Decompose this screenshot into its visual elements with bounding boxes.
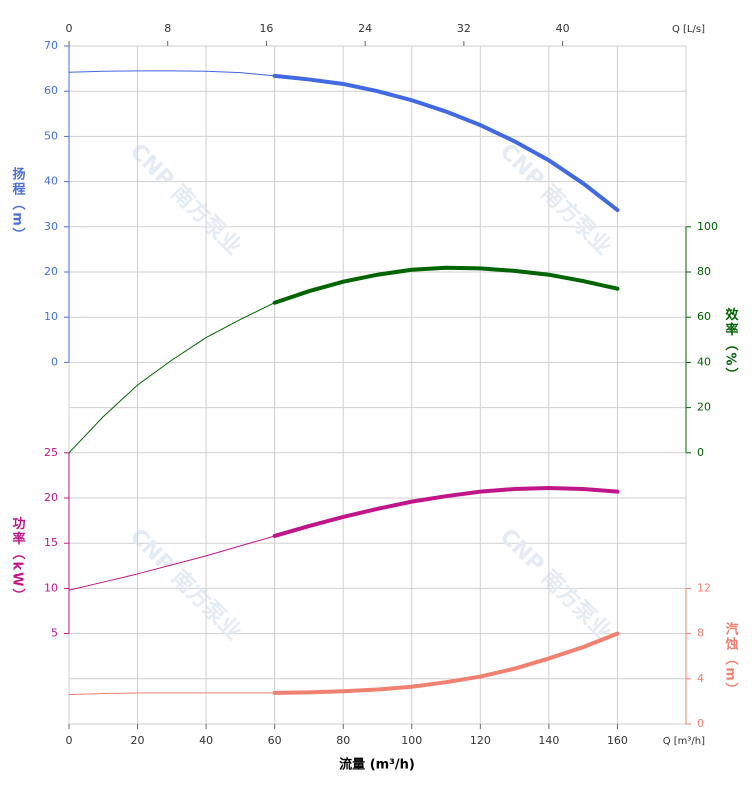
curve-operating — [272, 265, 620, 305]
curve-thin — [68, 535, 276, 591]
x-tick-label: 0 — [66, 734, 73, 747]
y-tick-label: 15 — [44, 536, 58, 549]
y-tick-label: 40 — [697, 355, 711, 368]
y-tick-label: 80 — [697, 265, 711, 278]
x-tick-label: 100 — [401, 734, 422, 747]
axis-title: 扬程（m） — [10, 167, 27, 243]
y-tick-label: 70 — [44, 39, 58, 52]
watermark: CNP 南方泵业 — [495, 523, 617, 645]
x2-unit: Q [L/s] — [672, 24, 705, 35]
y-tick-label: 20 — [44, 491, 58, 504]
y-tick-label: 8 — [697, 627, 704, 640]
x-tick-label: 120 — [470, 734, 491, 747]
curve-operating — [272, 631, 620, 695]
x-tick-label: 20 — [131, 734, 145, 747]
y-tick-label: 100 — [697, 220, 718, 233]
y-tick-label: 25 — [44, 446, 58, 459]
y-tick-label: 0 — [51, 355, 58, 368]
y-tick-label: 5 — [51, 627, 58, 640]
axis-title: 效率（%） — [723, 307, 740, 383]
y-tick-label: 10 — [44, 310, 58, 323]
x2-tick-label: 24 — [358, 22, 372, 35]
watermark: CNP 南方泵业 — [125, 523, 247, 645]
y-tick-label: 12 — [697, 581, 711, 594]
x2-tick-label: 8 — [164, 22, 171, 35]
curve-thin — [68, 692, 276, 696]
x-tick-label: 60 — [268, 734, 282, 747]
watermark: CNP 南方泵业 — [125, 138, 247, 260]
x-title: 流量 (m³/h) — [339, 757, 415, 773]
y-tick-label: 60 — [697, 310, 711, 323]
x-tick-label: 40 — [199, 734, 213, 747]
curve-thin — [68, 70, 276, 77]
x-tick-label: 80 — [336, 734, 350, 747]
x2-tick-label: 32 — [457, 22, 471, 35]
curve-operating — [272, 486, 620, 538]
y-tick-label: 10 — [44, 581, 58, 594]
y-tick-label: 0 — [697, 717, 704, 730]
curve-thin — [68, 302, 276, 454]
x2-tick-label: 16 — [259, 22, 273, 35]
axis-title: 汽蚀（m） — [723, 622, 740, 698]
y-tick-label: 50 — [44, 129, 58, 142]
y-tick-label: 60 — [44, 84, 58, 97]
y-tick-label: 30 — [44, 220, 58, 233]
y-tick-label: 0 — [697, 446, 704, 459]
x-tick-label: 160 — [607, 734, 628, 747]
y-tick-label: 20 — [697, 401, 711, 414]
x2-tick-label: 0 — [66, 22, 73, 35]
y-tick-label: 20 — [44, 265, 58, 278]
curve-operating — [272, 73, 620, 213]
watermark: CNP 南方泵业 — [495, 138, 617, 260]
y-tick-label: 40 — [44, 175, 58, 188]
x-unit: Q [m³/h] — [663, 736, 705, 747]
x-tick-label: 140 — [538, 734, 559, 747]
y-tick-label: 4 — [697, 672, 704, 685]
x2-tick-label: 40 — [556, 22, 570, 35]
axis-title: 功率（kW） — [10, 517, 27, 604]
